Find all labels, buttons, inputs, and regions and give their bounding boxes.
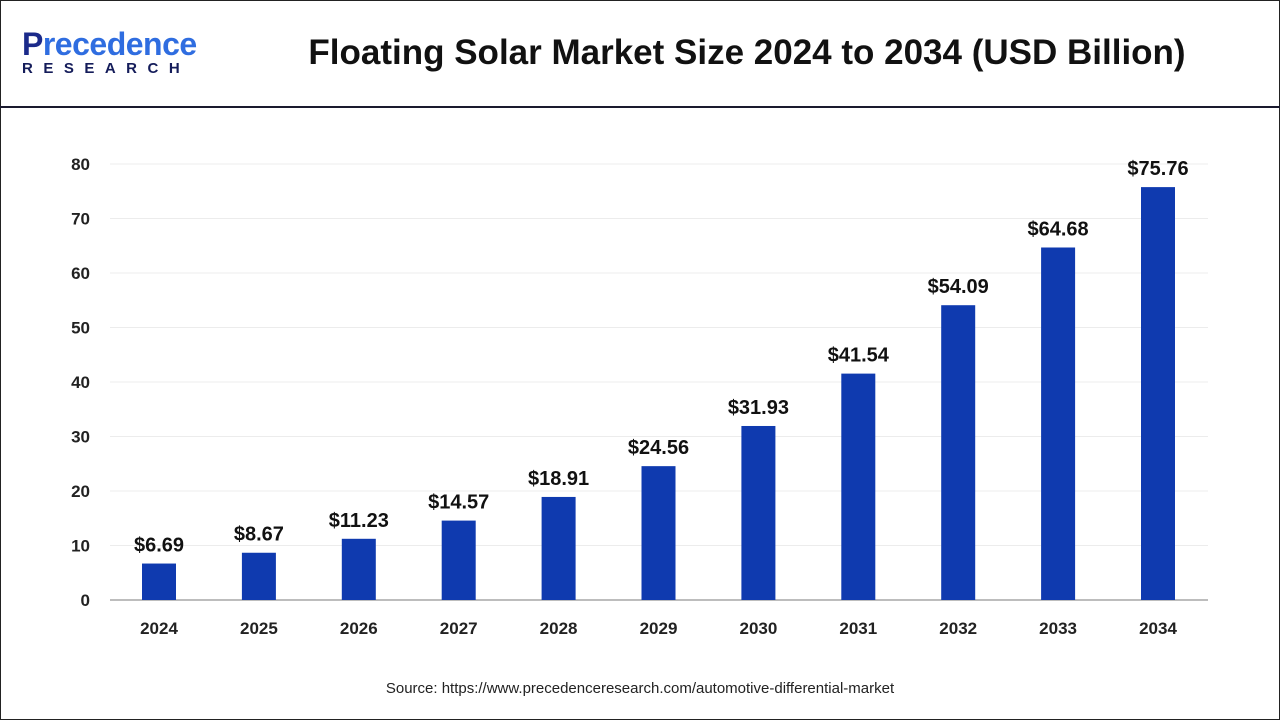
- data-label: $31.93: [728, 397, 789, 419]
- x-tick-label: 2024: [140, 619, 178, 638]
- x-tick-label: 2027: [440, 619, 478, 638]
- data-label: $54.09: [928, 276, 989, 298]
- bar: [341, 538, 376, 600]
- y-tick-label: 40: [71, 373, 90, 392]
- x-tick-label: 2029: [640, 619, 678, 638]
- data-label: $18.91: [528, 468, 589, 490]
- x-tick-label: 2025: [240, 619, 278, 638]
- x-tick-label: 2028: [540, 619, 578, 638]
- data-label: $11.23: [329, 510, 389, 532]
- y-tick-label: 60: [71, 264, 90, 283]
- bar: [641, 466, 676, 600]
- logo-subtitle: RESEARCH: [22, 60, 191, 77]
- x-tick-label: 2034: [1139, 619, 1177, 638]
- logo-letter: P: [22, 26, 43, 62]
- data-label: $41.54: [828, 345, 890, 367]
- bar: [941, 305, 976, 600]
- data-label: $24.56: [628, 437, 689, 459]
- header-divider: [0, 106, 1280, 108]
- y-tick-label: 30: [71, 428, 90, 447]
- y-tick-label: 50: [71, 319, 90, 338]
- data-label: $8.67: [234, 524, 284, 546]
- x-tick-label: 2031: [839, 619, 877, 638]
- y-tick-label: 0: [81, 591, 90, 610]
- x-tick-label: 2026: [340, 619, 378, 638]
- bar: [541, 496, 576, 600]
- data-label: $64.68: [1028, 218, 1089, 240]
- source-text: Source: https://www.precedenceresearch.c…: [385, 680, 895, 697]
- precedence-research-logo: Precedence RESEARCH: [22, 28, 197, 77]
- y-tick-label: 10: [71, 537, 90, 556]
- y-tick-label: 20: [71, 482, 90, 501]
- chart-title: Floating Solar Market Size 2024 to 2034 …: [308, 33, 1186, 72]
- logo-word: recedence: [42, 26, 197, 62]
- x-tick-label: 2033: [1039, 619, 1077, 638]
- y-tick-label: 80: [71, 155, 90, 174]
- bar: [1041, 247, 1076, 600]
- y-tick-label: 70: [71, 210, 90, 229]
- x-tick-label: 2030: [739, 619, 777, 638]
- data-label: $14.57: [428, 492, 489, 514]
- bar: [841, 373, 876, 600]
- x-tick-label: 2032: [939, 619, 977, 638]
- data-label: $75.76: [1127, 158, 1188, 180]
- bar: [142, 563, 176, 600]
- bar: [241, 552, 276, 600]
- data-label: $6.69: [134, 535, 184, 557]
- bar: [741, 425, 776, 600]
- bar: [1141, 187, 1175, 600]
- bar: [441, 520, 476, 600]
